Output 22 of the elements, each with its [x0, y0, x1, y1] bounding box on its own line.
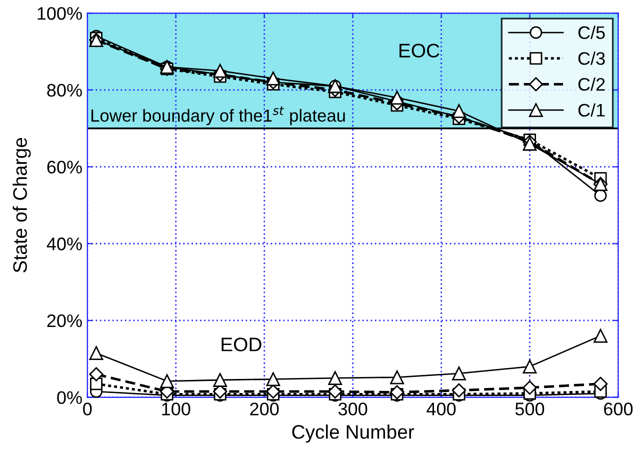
x-tick-label: 600 — [604, 402, 633, 416]
annotation: EOC — [400, 44, 440, 58]
legend-label: C/2 — [578, 77, 605, 91]
x-tick-label: 300 — [338, 402, 368, 416]
y-tick-label: 20% — [47, 314, 82, 328]
x-tick-label: 100 — [162, 402, 190, 416]
y-tick-label: 0% — [57, 391, 82, 404]
annotation: EOD — [222, 338, 262, 352]
y-tick-label: 100% — [38, 7, 82, 20]
x-tick-label: 400 — [426, 402, 456, 416]
y-tick-label: 40% — [46, 238, 82, 250]
y-axis-title: State of Charge — [12, 138, 31, 272]
y-tick-label: 80% — [47, 84, 82, 97]
legend-label: C/3 — [578, 52, 605, 65]
x-axis-title: Cycle Number — [292, 424, 414, 443]
legend-label: C/1 — [578, 103, 605, 117]
y-tick-label: 60% — [47, 160, 82, 174]
x-tick-label: 500 — [515, 402, 544, 416]
x-tick-label: 0 — [83, 402, 92, 416]
legend-label: C/5 — [578, 26, 605, 40]
x-tick-label: 200 — [250, 402, 279, 416]
ref-line-label: Lower boundary of the1$^{st}$ plateau — [91, 106, 345, 126]
